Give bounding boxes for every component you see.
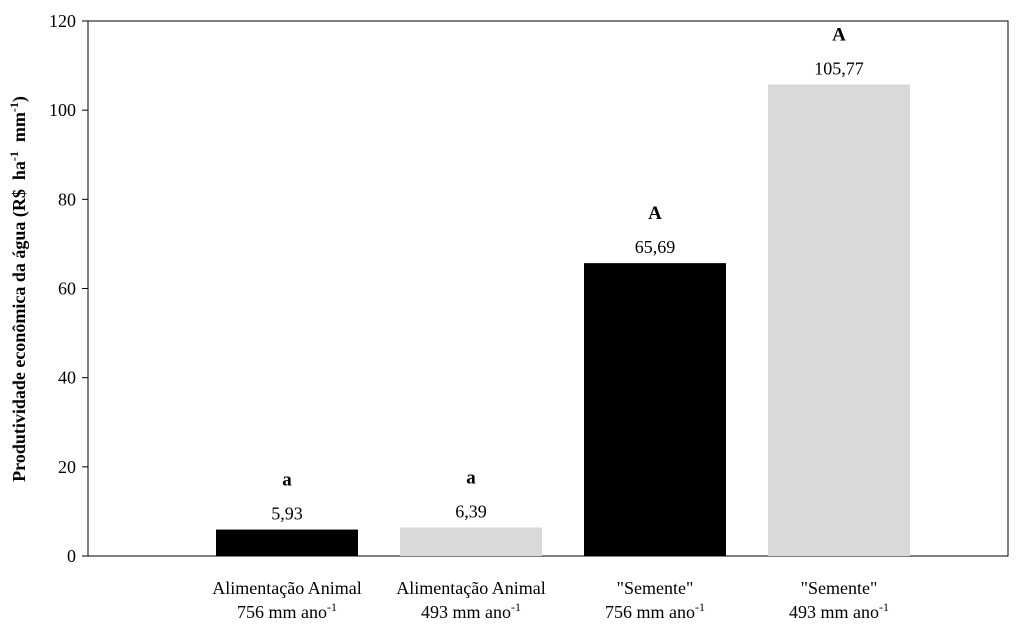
category-label-line2: 493 mm ano-1 (421, 600, 521, 622)
data-label: 65,69 (635, 237, 676, 257)
data-label: 5,93 (271, 504, 303, 524)
data-label: 105,77 (814, 58, 864, 78)
category-label-line2: 493 mm ano-1 (789, 600, 889, 622)
category-label-line1: "Semente" (617, 578, 694, 598)
significance-letter: A (832, 24, 846, 45)
y-tick-label: 0 (67, 546, 76, 566)
significance-letter: a (282, 470, 292, 491)
y-tick-label: 80 (58, 189, 76, 209)
bar (768, 84, 910, 557)
y-tick-label: 120 (49, 11, 76, 31)
bars (216, 84, 910, 557)
y-tick-label: 40 (58, 368, 76, 388)
y-ticks: 0 20 40 60 80 100 120 (49, 11, 88, 566)
category-label-line2: 756 mm ano-1 (605, 600, 705, 622)
y-axis-label: Produtividade econômica da água (R$ ha-1… (7, 96, 30, 482)
significance-letter: A (648, 203, 662, 224)
significance-letter: a (466, 468, 476, 489)
bar (216, 529, 358, 556)
bar (584, 263, 726, 556)
category-label-line1: Alimentação Animal (396, 578, 545, 598)
data-labels: 5,93 a 6,39 a 65,69 A 105,77 A (271, 24, 864, 523)
y-tick-label: 60 (58, 279, 76, 299)
category-label-line2: 756 mm ano-1 (237, 600, 337, 622)
bar (400, 527, 542, 556)
y-tick-label: 20 (58, 457, 76, 477)
data-label: 6,39 (455, 502, 487, 522)
category-label-line1: Alimentação Animal (212, 578, 361, 598)
y-tick-label: 100 (49, 100, 76, 120)
category-label-line1: "Semente" (801, 578, 878, 598)
